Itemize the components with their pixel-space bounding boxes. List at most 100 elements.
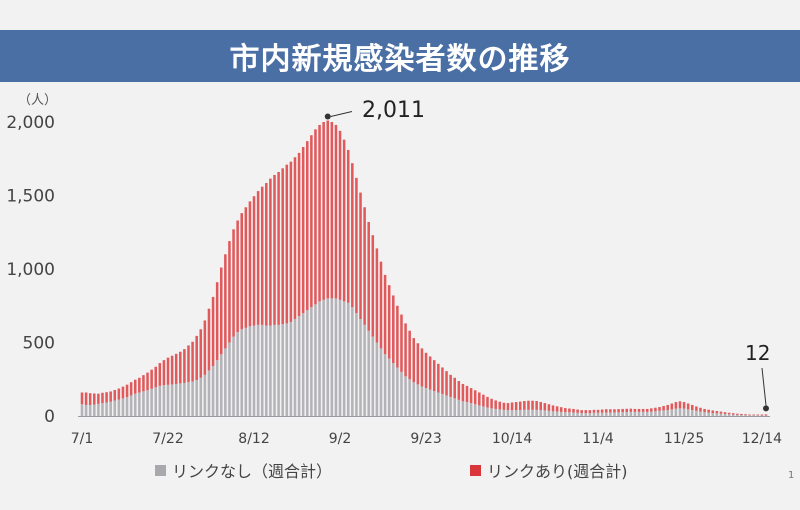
bar-link-yes bbox=[351, 163, 354, 308]
bar-link-yes bbox=[539, 402, 543, 411]
bar-link-yes bbox=[523, 401, 526, 410]
y-axis-unit: （人） bbox=[18, 93, 57, 108]
bar-link-none bbox=[260, 324, 264, 416]
x-tick-label: 7/22 bbox=[152, 431, 183, 447]
bar-link-yes bbox=[129, 382, 133, 396]
bar-link-none bbox=[650, 411, 653, 416]
bar-link-none bbox=[576, 412, 579, 416]
bar-link-yes bbox=[412, 338, 416, 383]
bar-link-yes bbox=[248, 201, 252, 327]
bar-link-yes bbox=[355, 177, 358, 314]
bar-link-none bbox=[719, 413, 723, 416]
bar-link-yes bbox=[748, 414, 751, 416]
x-tick-label: 9/23 bbox=[410, 431, 441, 447]
bar-link-none bbox=[248, 326, 252, 416]
bar-link-yes bbox=[666, 404, 669, 411]
bar-link-none bbox=[428, 389, 432, 416]
bar-link-yes bbox=[633, 408, 637, 412]
bar-link-yes bbox=[727, 412, 731, 415]
bar-link-yes bbox=[387, 285, 391, 359]
bar-link-none bbox=[183, 382, 186, 416]
bar-link-none bbox=[256, 324, 260, 416]
bar-link-yes bbox=[150, 369, 153, 389]
bar-link-yes bbox=[518, 401, 522, 411]
bar-link-yes bbox=[195, 335, 198, 380]
bar-link-yes bbox=[142, 375, 145, 392]
bar-link-none bbox=[191, 381, 194, 416]
page-marker: 1 bbox=[788, 470, 795, 481]
bar-link-none bbox=[482, 406, 485, 416]
x-tick-label: 12/14 bbox=[742, 431, 782, 447]
legend: リンクなし（週合計） リンクあり(週合計) bbox=[0, 458, 800, 482]
bar-link-none bbox=[379, 348, 383, 416]
bar-link-none bbox=[297, 316, 301, 416]
title-banner: 市内新規感染者数の推移 bbox=[0, 30, 800, 82]
bar-link-none bbox=[269, 325, 272, 416]
bar-link-none bbox=[412, 382, 416, 416]
bar-link-none bbox=[416, 384, 420, 416]
bar-link-none bbox=[437, 392, 440, 416]
bar-link-yes bbox=[125, 384, 129, 398]
bar-link-none bbox=[93, 404, 96, 416]
bar-link-yes bbox=[650, 408, 653, 412]
bar-link-yes bbox=[682, 402, 686, 409]
bar-link-yes bbox=[559, 407, 563, 412]
bar-link-yes bbox=[723, 412, 727, 414]
bar-link-none bbox=[711, 413, 715, 416]
bar-link-none bbox=[146, 390, 149, 416]
bar-link-none bbox=[236, 332, 239, 416]
bar-link-yes bbox=[482, 394, 485, 407]
bar-link-none bbox=[600, 412, 604, 416]
bar-link-yes bbox=[359, 192, 362, 319]
legend-label-link-none: リンクなし（週合計） bbox=[172, 462, 333, 481]
bar-link-none bbox=[539, 410, 543, 416]
bar-link-none bbox=[695, 410, 698, 416]
bar-link-none bbox=[367, 330, 370, 416]
bar-link-yes bbox=[281, 168, 284, 325]
y-tick-label: 2,000 bbox=[6, 113, 55, 133]
bar-link-none bbox=[674, 408, 678, 416]
bar-link-yes bbox=[596, 409, 600, 413]
bar-link-yes bbox=[641, 408, 645, 412]
bar-link-yes bbox=[240, 213, 244, 330]
bar-link-yes bbox=[244, 207, 248, 328]
bar-link-none bbox=[346, 302, 350, 416]
bar-link-none bbox=[330, 298, 334, 416]
bar-link-none bbox=[326, 298, 330, 416]
bar-link-none bbox=[174, 383, 178, 416]
bar-link-none bbox=[203, 374, 207, 416]
bar-link-none bbox=[613, 412, 616, 416]
bar-link-none bbox=[80, 404, 84, 416]
bar-link-yes bbox=[531, 400, 534, 410]
bar-link-yes bbox=[232, 229, 235, 337]
bar-link-yes bbox=[166, 357, 170, 385]
bar-link-yes bbox=[297, 152, 301, 317]
bar-link-none bbox=[469, 403, 473, 416]
bar-link-yes bbox=[625, 408, 629, 413]
annotation-peak-dot bbox=[324, 113, 331, 120]
bar-link-none bbox=[457, 399, 461, 416]
bar-link-none bbox=[637, 411, 641, 416]
bar-link-none bbox=[101, 403, 104, 416]
bar-link-none bbox=[105, 402, 108, 416]
bar-link-yes bbox=[498, 401, 502, 410]
y-tick-label: 1,000 bbox=[6, 260, 55, 280]
bar-link-yes bbox=[207, 308, 211, 371]
x-tick-label: 11/25 bbox=[664, 431, 704, 447]
bar-link-yes bbox=[293, 157, 297, 319]
bar-link-yes bbox=[740, 413, 743, 415]
bar-link-yes bbox=[469, 388, 473, 404]
bar-link-none bbox=[584, 413, 588, 416]
bar-link-none bbox=[756, 415, 760, 416]
bar-link-yes bbox=[367, 221, 370, 331]
bar-link-none bbox=[285, 323, 289, 416]
bar-link-yes bbox=[101, 392, 104, 404]
bar-link-none bbox=[215, 360, 219, 416]
bar-link-none bbox=[564, 412, 567, 416]
bar-link-yes bbox=[97, 393, 100, 404]
bar-link-yes bbox=[621, 408, 624, 413]
bar-link-none bbox=[736, 414, 739, 416]
bar-link-none bbox=[670, 409, 674, 416]
bar-link-yes bbox=[138, 377, 141, 393]
bar-link-none bbox=[432, 391, 436, 416]
